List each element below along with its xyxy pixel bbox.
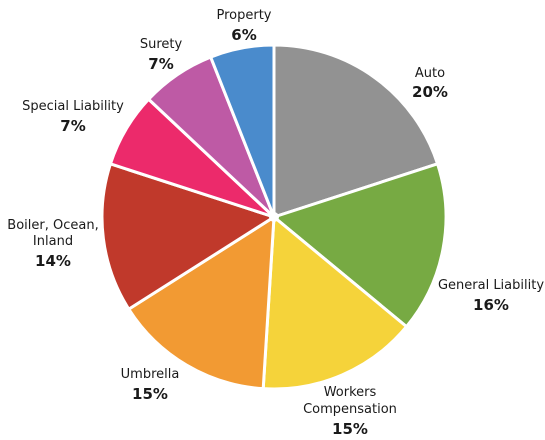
pie-slice-general-liability xyxy=(272,162,448,329)
label-general-liability-name: General Liability xyxy=(438,278,544,293)
pie-center-dot xyxy=(269,212,279,222)
label-boiler-ocean-inland-value: 14% xyxy=(35,252,71,270)
label-umbrella-name: Umbrella xyxy=(121,367,180,382)
label-workers-compensation-name-line1: Workers xyxy=(324,385,377,400)
label-special-liability-value: 7% xyxy=(60,117,85,135)
label-surety-value: 7% xyxy=(148,55,173,73)
label-auto-value: 20% xyxy=(412,83,448,101)
label-special-liability-name: Special Liability xyxy=(22,99,124,114)
label-general-liability-value: 16% xyxy=(473,296,509,314)
label-workers-compensation-name-line2: Compensation xyxy=(303,402,397,417)
label-boiler-ocean-inland-name-line1: Boiler, Ocean, xyxy=(7,218,98,233)
pie-slice-workers-compensation xyxy=(261,215,409,391)
pie-slice-umbrella xyxy=(127,215,276,391)
label-property-value: 6% xyxy=(231,26,256,44)
label-surety-name: Surety xyxy=(140,37,183,52)
label-umbrella-value: 15% xyxy=(132,385,168,403)
pie-slice-auto xyxy=(272,43,440,219)
pie-slice-boiler-ocean-inland xyxy=(100,162,276,311)
label-property-name: Property xyxy=(216,8,271,23)
pie-slices xyxy=(100,43,448,391)
label-auto-name: Auto xyxy=(415,66,445,81)
label-boiler-ocean-inland-name-line2: Inland xyxy=(33,234,73,249)
pie-slice-property xyxy=(209,43,276,219)
label-workers-compensation-value: 15% xyxy=(332,420,368,438)
